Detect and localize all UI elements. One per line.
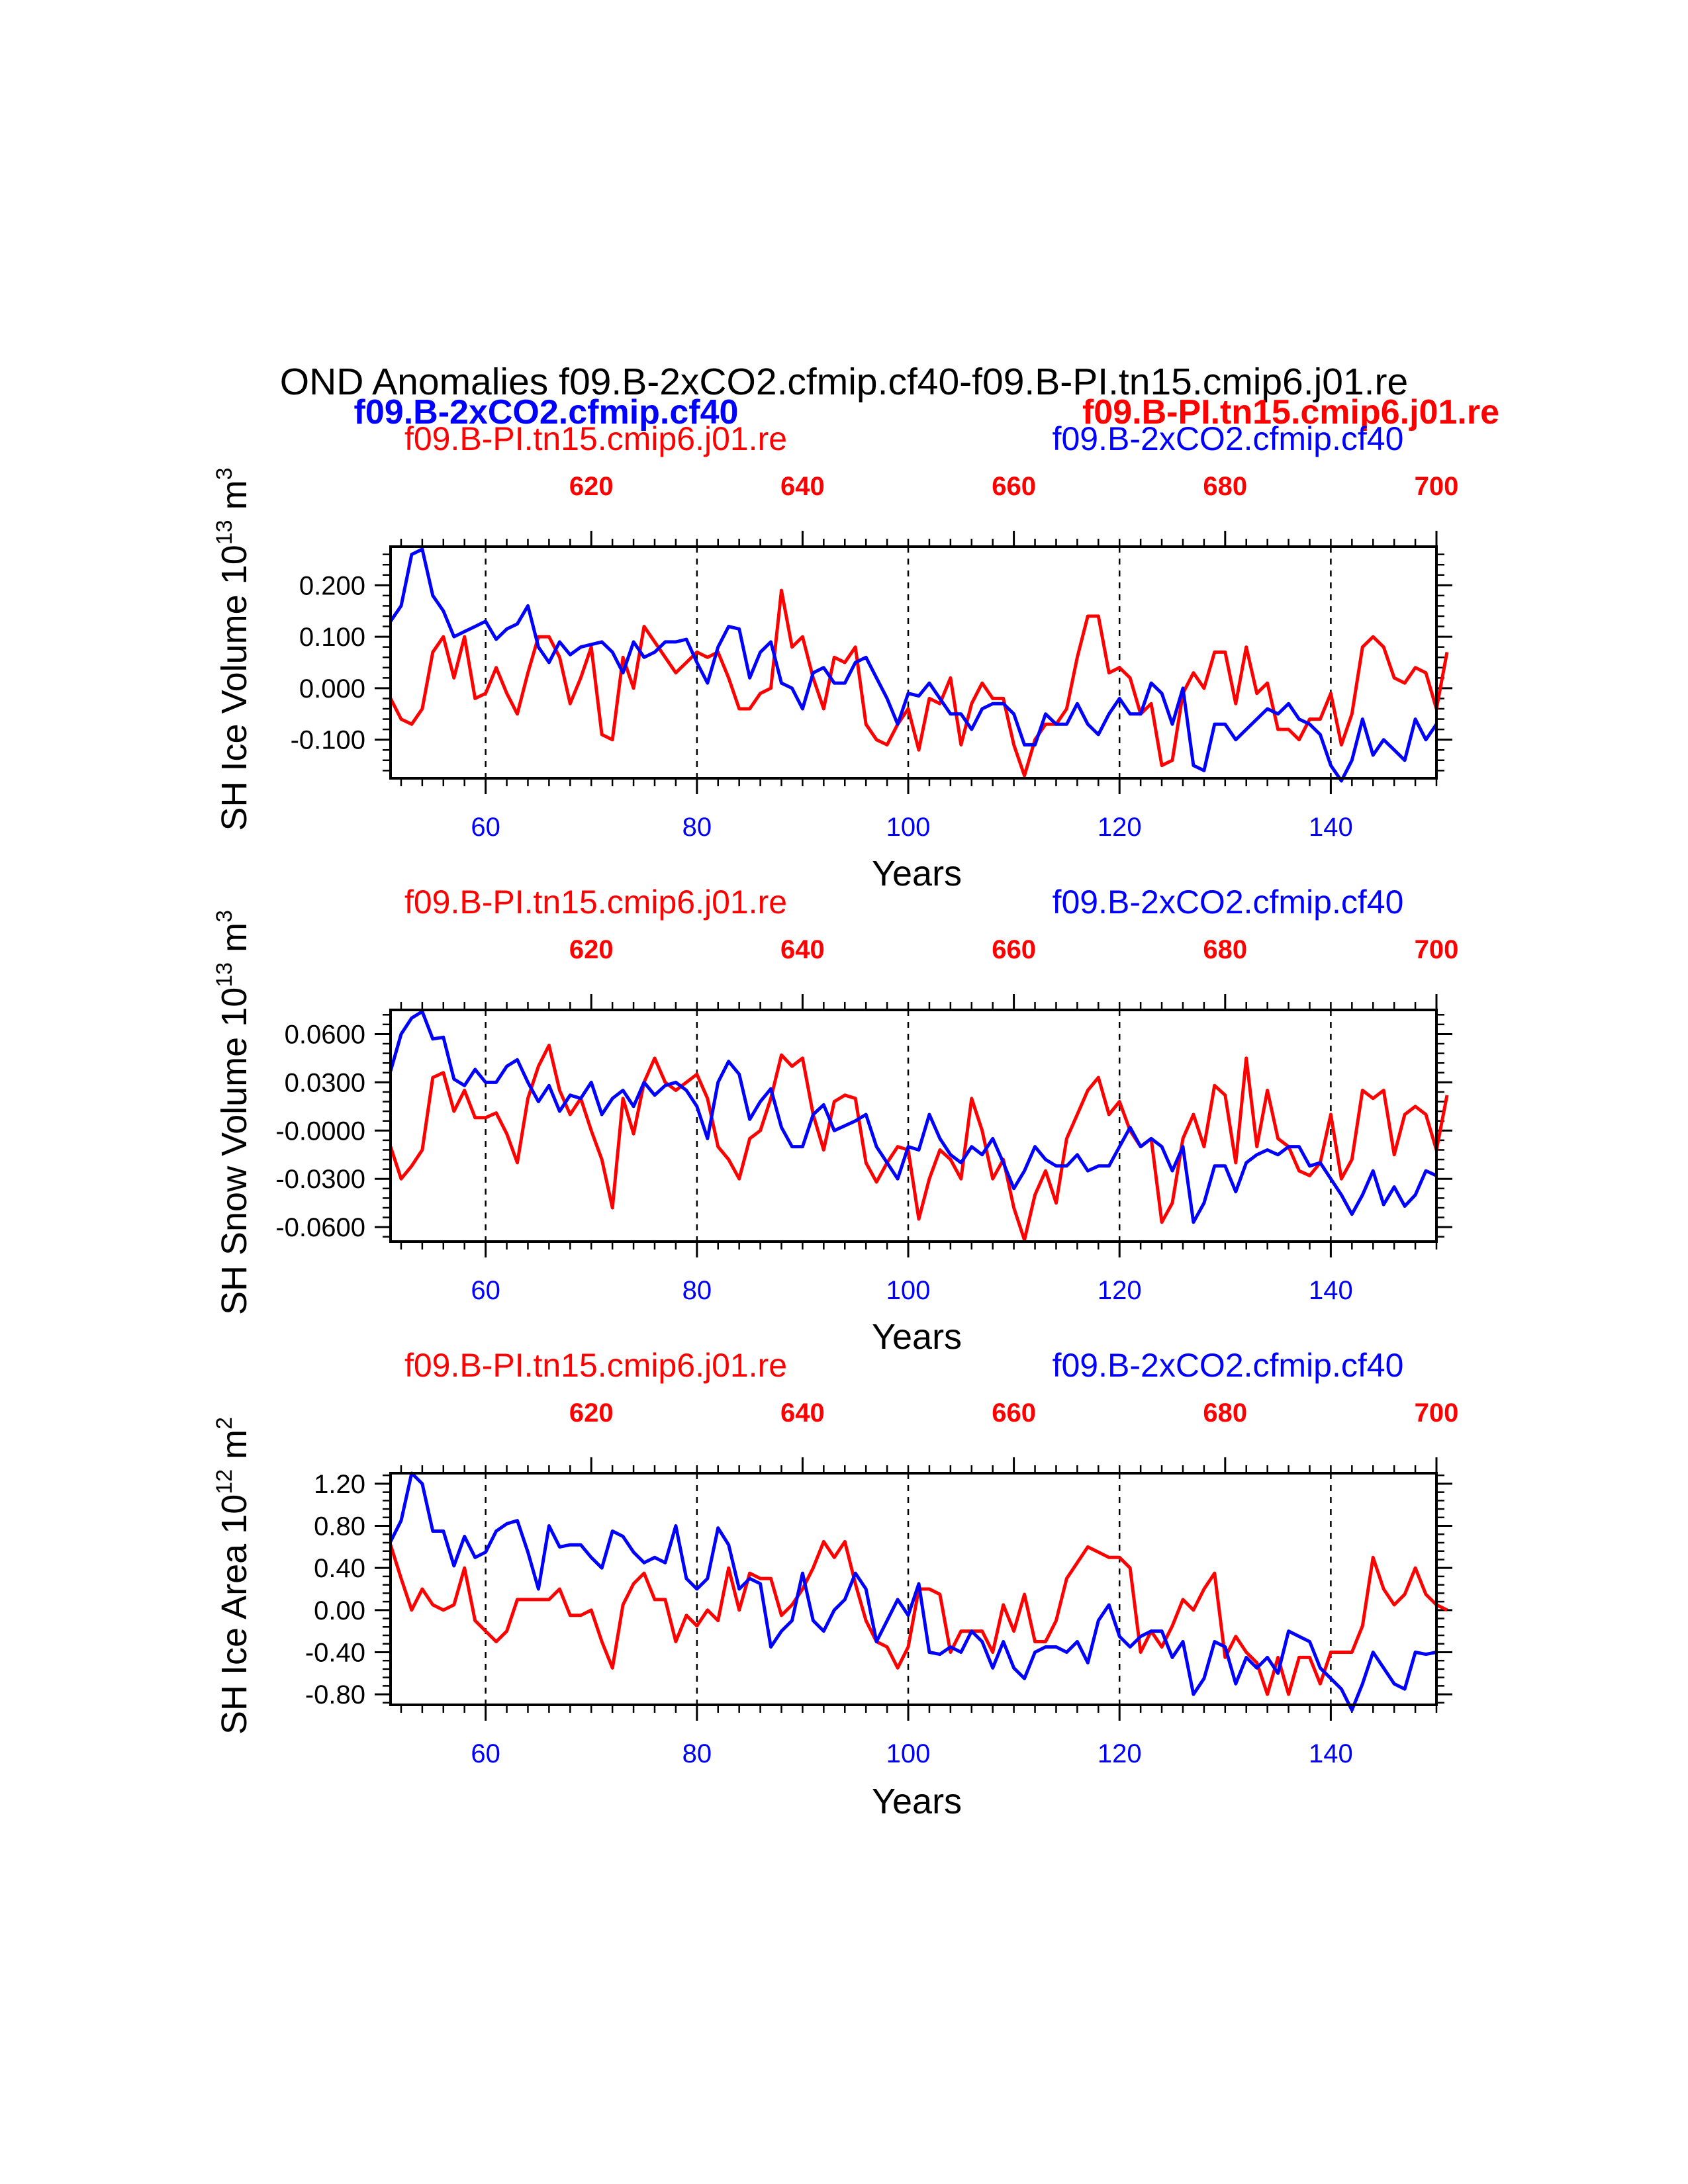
series-line-pi [389,1044,1449,1242]
x-tick-label-120: 120 [1098,813,1142,842]
top-x-tick-label-700: 700 [1415,1398,1459,1428]
y-tick-label: 0.0300 [285,1068,365,1097]
y-tick-label: 0.40 [314,1554,365,1583]
x-tick-label-60: 60 [471,1739,500,1768]
top-x-tick-label-660: 660 [992,935,1036,964]
legend-top-right-bold: f09.B-PI.tn15.cmip6.j01.re [1082,393,1499,432]
x-tick-label-140: 140 [1309,813,1353,842]
panel-2: f09.B-PI.tn15.cmip6.j01.re f09.B-2xCO2.cf… [212,884,1458,1357]
y-tick-label: 0.000 [299,674,365,704]
top-x-tick-label-620: 620 [569,1398,614,1428]
y-tick-label: 0.00 [314,1596,365,1625]
figure-title: OND Anomalies f09.B-2xCO2.cfmip.cf40-f09… [280,361,1408,403]
series-label-pi: f09.B-PI.tn15.cmip6.j01.re [404,884,787,921]
series-label-co2: f09.B-2xCO2.cfmip.cf40 [1053,420,1404,457]
y-axis-label-unit: m [214,923,254,962]
y-axis-label-unit-exponent: 3 [212,468,237,480]
y-tick-label: -0.100 [291,726,365,755]
x-tick-label-60: 60 [471,1276,500,1305]
y-tick-label: -0.0300 [275,1165,365,1194]
top-x-tick-label-700: 700 [1415,472,1459,501]
x-tick-label-60: 60 [471,813,500,842]
top-x-tick-label-660: 660 [992,1398,1036,1428]
y-tick-label: 0.0600 [285,1020,365,1049]
y-axis-label: SH Snow Volume 1013 m3 [212,910,254,1315]
x-tick-label-100: 100 [886,1276,931,1305]
top-x-tick-label-640: 640 [780,472,825,501]
x-tick-label-100: 100 [886,1739,931,1768]
y-tick-label: 0.100 [299,623,365,652]
plot-frame [389,545,1438,780]
series-label-pi: f09.B-PI.tn15.cmip6.j01.re [404,1347,787,1384]
x-tick-label-80: 80 [682,813,712,842]
y-tick-label: -0.0000 [275,1116,365,1146]
y-tick-label: 1.20 [314,1470,365,1499]
y-tick-label: 0.80 [314,1512,365,1541]
series-label-co2: f09.B-2xCO2.cfmip.cf40 [1053,1347,1404,1384]
panel-1: f09.B-PI.tn15.cmip6.j01.re f09.B-2xCO2.cf… [212,420,1458,893]
y-tick-label: -0.80 [305,1680,365,1709]
series-line-co2 [389,1009,1438,1224]
y-axis-label: SH Ice Area 1012 m2 [212,1417,254,1735]
series-label-pi: f09.B-PI.tn15.cmip6.j01.re [404,420,787,457]
top-x-tick-label-680: 680 [1203,935,1247,964]
top-x-tick-label-640: 640 [780,1398,825,1428]
series-line-pi [389,588,1449,778]
y-axis-label-exponent: 12 [212,1469,237,1494]
legend-top-left-bold: f09.B-2xCO2.cfmip.cf40 [354,393,739,432]
x-tick-label-120: 120 [1098,1276,1142,1305]
y-tick-label: -0.0600 [275,1213,365,1242]
y-axis-label-text: SH Ice Volume 10 [214,545,254,831]
x-tick-label-100: 100 [886,813,931,842]
y-axis-label-text: SH Ice Area 10 [214,1494,254,1735]
plot-frame [389,1009,1438,1243]
y-axis-label-text: SH Snow Volume 10 [214,987,254,1315]
series-label-co2: f09.B-2xCO2.cfmip.cf40 [1053,884,1404,921]
y-axis-label-unit-exponent: 3 [212,910,237,923]
top-x-tick-label-640: 640 [780,935,825,964]
y-axis-label-unit: m [214,480,254,520]
y-axis-label-exponent: 13 [212,962,237,987]
y-axis-label-unit: m [214,1430,254,1469]
panel-3: f09.B-PI.tn15.cmip6.j01.re f09.B-2xCO2.cf… [212,1347,1458,1821]
y-axis-label-exponent: 13 [212,520,237,545]
x-axis-label: Years [872,1317,962,1357]
top-x-tick-label-680: 680 [1203,1398,1247,1428]
y-tick-label: 0.200 [299,571,365,600]
x-tick-label-80: 80 [682,1739,712,1768]
series-line-co2 [389,1471,1437,1712]
x-tick-label-120: 120 [1098,1739,1142,1768]
top-x-tick-label-680: 680 [1203,472,1247,501]
y-tick-label: -0.40 [305,1638,365,1667]
y-axis-label: SH Ice Volume 1013 m3 [212,468,254,831]
top-x-tick-label-620: 620 [569,472,614,501]
x-tick-label-140: 140 [1309,1276,1353,1305]
plot-frame [389,1472,1438,1706]
top-x-tick-label-660: 660 [992,472,1036,501]
series-line-pi [389,1539,1448,1696]
x-axis-label: Years [872,854,962,893]
x-tick-label-80: 80 [682,1276,712,1305]
top-x-tick-label-700: 700 [1415,935,1459,964]
series-line-co2 [389,547,1438,783]
panels: f09.B-PI.tn15.cmip6.j01.re f09.B-2xCO2.cf… [212,420,1458,1821]
y-axis-label-unit-exponent: 2 [212,1417,237,1430]
x-axis-label: Years [872,1782,962,1821]
x-tick-label-140: 140 [1309,1739,1353,1768]
top-x-tick-label-620: 620 [569,935,614,964]
